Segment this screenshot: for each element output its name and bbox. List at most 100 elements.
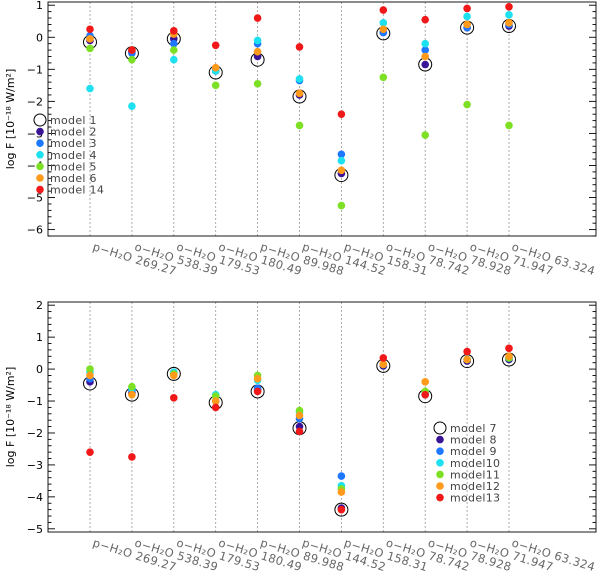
- legend-label: model 7: [450, 422, 497, 435]
- data-point: [211, 41, 220, 50]
- data-point: [421, 39, 430, 48]
- data-point: [253, 79, 262, 88]
- data-point: [295, 75, 304, 83]
- series-model-5: [86, 44, 513, 210]
- data-point: [170, 46, 178, 54]
- y-tick-label: 2: [36, 299, 43, 312]
- legend-label: model12: [450, 480, 500, 493]
- data-point: [379, 360, 388, 369]
- data-point: [211, 403, 220, 412]
- y-tick-label: −2: [27, 427, 43, 440]
- data-point: [421, 378, 430, 386]
- data-point: [505, 3, 513, 11]
- data-point: [86, 84, 94, 93]
- data-point: [421, 390, 430, 399]
- data-point: [211, 81, 220, 90]
- series-model13: [86, 344, 513, 514]
- data-point: [128, 453, 136, 461]
- legend-marker: [436, 459, 444, 467]
- data-point: [170, 39, 178, 48]
- y-tick-label: −3: [27, 459, 43, 472]
- legend-marker: [36, 174, 44, 182]
- data-point: [170, 371, 178, 380]
- legend-marker: [36, 127, 44, 136]
- data-point: [337, 505, 346, 514]
- data-point: [334, 502, 349, 517]
- data-point: [253, 387, 262, 396]
- data-point: [170, 27, 178, 35]
- data-point: [421, 46, 430, 54]
- data-point: [128, 55, 136, 64]
- data-point: [505, 19, 513, 27]
- data-point: [463, 12, 471, 21]
- data-point: [337, 488, 346, 496]
- data-point: [505, 344, 513, 353]
- legend-marker: [36, 185, 44, 194]
- y-axis-label: log F [10⁻¹⁸ W/m²]: [4, 69, 17, 170]
- legend-marker: [436, 493, 444, 502]
- legend-marker: [436, 482, 444, 490]
- data-point: [128, 46, 136, 54]
- legend-label: model13: [450, 492, 500, 505]
- data-point: [170, 55, 178, 64]
- legend-marker: [33, 113, 47, 127]
- data-point: [421, 52, 430, 61]
- data-point: [86, 44, 94, 53]
- legend-marker: [436, 470, 444, 479]
- y-tick-label: 0: [36, 363, 43, 376]
- data-point: [253, 14, 262, 22]
- data-point: [379, 354, 388, 362]
- y-tick-label: 0: [36, 31, 43, 44]
- data-point: [337, 156, 346, 165]
- data-point: [86, 365, 94, 373]
- legend-label: model 6: [50, 172, 97, 185]
- data-point: [166, 366, 181, 381]
- data-point: [337, 472, 346, 480]
- data-point: [337, 166, 346, 175]
- series-model12: [86, 352, 513, 496]
- data-point: [211, 63, 220, 72]
- legend-marker: [36, 151, 44, 159]
- y-tick-label: −4: [27, 491, 43, 504]
- legend-marker: [36, 139, 44, 147]
- legend-label: model 2: [50, 126, 97, 139]
- series-model-14: [86, 3, 513, 118]
- data-point: [421, 60, 430, 69]
- data-point: [253, 47, 262, 56]
- legend-label: model10: [450, 457, 500, 470]
- legend-label: model 1: [50, 114, 97, 127]
- data-point: [295, 43, 304, 51]
- legend-label: model 8: [450, 434, 497, 447]
- data-point: [505, 352, 513, 361]
- y-tick-label: 1: [36, 0, 43, 12]
- data-point: [421, 15, 430, 24]
- data-point: [463, 355, 471, 364]
- y-tick-label: 1: [36, 331, 43, 344]
- data-point: [337, 150, 346, 159]
- y-tick-label: −5: [27, 192, 43, 205]
- data-point: [295, 427, 304, 436]
- series-model-3: [86, 20, 513, 159]
- data-point: [379, 25, 388, 34]
- y-tick-label: −6: [27, 224, 43, 237]
- legend-label: model 14: [50, 184, 104, 197]
- data-point: [379, 73, 388, 82]
- legend-label: model 9: [450, 445, 497, 458]
- data-point: [421, 131, 430, 139]
- data-point: [379, 19, 388, 27]
- data-point: [463, 20, 471, 29]
- legend-marker: [436, 447, 444, 456]
- y-tick-label: −1: [27, 395, 43, 408]
- legend-marker: [36, 162, 44, 171]
- legend-label: model 3: [50, 137, 97, 150]
- data-point: [170, 394, 178, 402]
- data-point: [211, 397, 220, 405]
- data-point: [463, 4, 471, 13]
- y-tick-label: −1: [27, 63, 43, 76]
- data-point: [337, 201, 346, 210]
- data-point: [253, 374, 262, 383]
